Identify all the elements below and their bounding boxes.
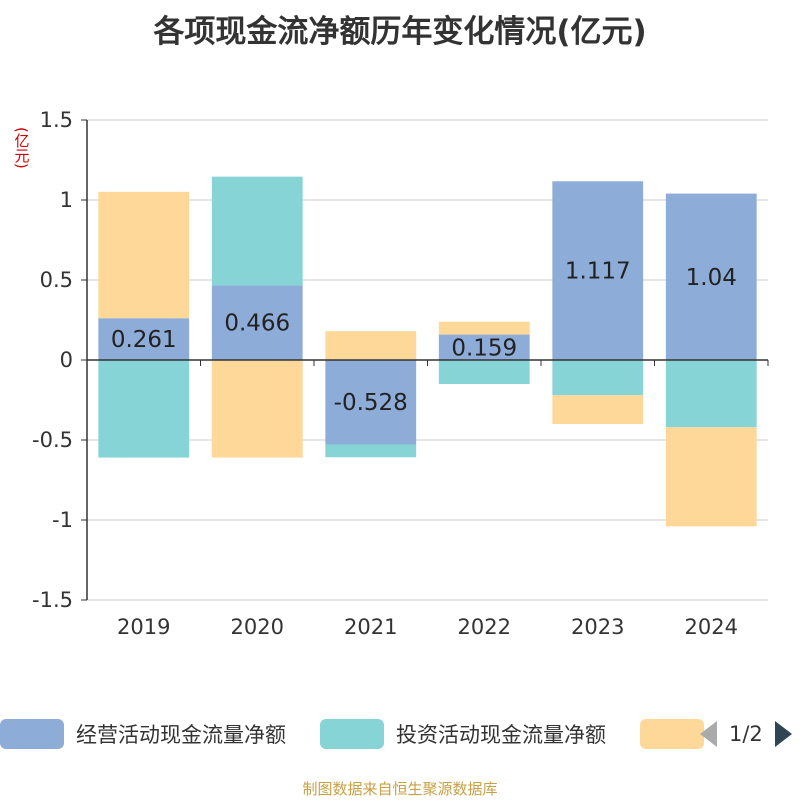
legend-item-financing[interactable]: [640, 716, 704, 752]
bar: [665, 193, 757, 360]
legend: 经营活动现金流量净额 投资活动现金流量净额 1/2: [0, 716, 800, 756]
bar: [211, 285, 303, 360]
legend-item-investing[interactable]: 投资活动现金流量净额: [320, 716, 606, 752]
bar-data-label: 1.04: [686, 265, 737, 291]
y-tick-label: 1: [60, 188, 73, 212]
x-tick-label: 2020: [231, 615, 284, 639]
chart-plot: -1.5 -1 -0.5 0 0.5 1 1.5 2019 2020 2021 2022 2023 20…: [32, 108, 769, 639]
next-page-icon[interactable]: [774, 721, 792, 747]
legend-swatch: [320, 719, 384, 749]
chart-title: 各项现金流净额历年变化情况(亿元): [153, 14, 647, 50]
bar-data-label: -0.528: [334, 390, 408, 416]
bar: [665, 427, 757, 527]
bar: [98, 191, 190, 319]
bar: [211, 176, 303, 286]
bar-data-label: 0.261: [111, 327, 177, 353]
bar: [98, 318, 190, 360]
legend-page-indicator: 1/2: [729, 722, 763, 746]
y-axis-unit: (亿元): [12, 127, 31, 169]
y-tick-label: 0.5: [40, 268, 73, 292]
legend-swatch: [0, 719, 64, 749]
legend-pager: 1/2: [700, 716, 792, 752]
y-tick-label: 1.5: [40, 108, 73, 132]
x-tick-label: 2023: [571, 615, 624, 639]
bar-data-label: 1.117: [565, 259, 631, 285]
bar: [665, 360, 757, 428]
bar: [438, 321, 530, 335]
bar: [211, 360, 303, 458]
bar: [98, 360, 190, 458]
bar-data-label: 0.466: [224, 311, 290, 337]
bar: [438, 360, 530, 384]
legend-label: 投资活动现金流量净额: [396, 723, 606, 747]
bar: [438, 334, 530, 360]
previous-page-icon[interactable]: [700, 721, 717, 747]
x-tick-label: 2021: [344, 615, 397, 639]
data-source: 制图数据来自恒生聚源数据库: [302, 780, 498, 798]
bar-data-label: 0.159: [451, 335, 517, 361]
bar: [552, 360, 644, 396]
y-tick-label: -1: [52, 508, 73, 532]
y-tick-label: -0.5: [32, 428, 73, 452]
bar: [325, 360, 417, 445]
legend-label: 经营活动现金流量净额: [76, 723, 286, 747]
bar: [325, 444, 417, 458]
y-tick-label: 0: [60, 348, 73, 372]
bar: [325, 331, 417, 360]
legend-item-operating[interactable]: 经营活动现金流量净额: [0, 716, 286, 752]
x-tick-label: 2019: [117, 615, 170, 639]
x-tick-label: 2022: [458, 615, 511, 639]
bar: [552, 181, 644, 360]
y-tick-label: -1.5: [32, 588, 73, 612]
bar: [552, 395, 644, 424]
legend-swatch: [640, 719, 704, 749]
x-tick-label: 2024: [685, 615, 738, 639]
